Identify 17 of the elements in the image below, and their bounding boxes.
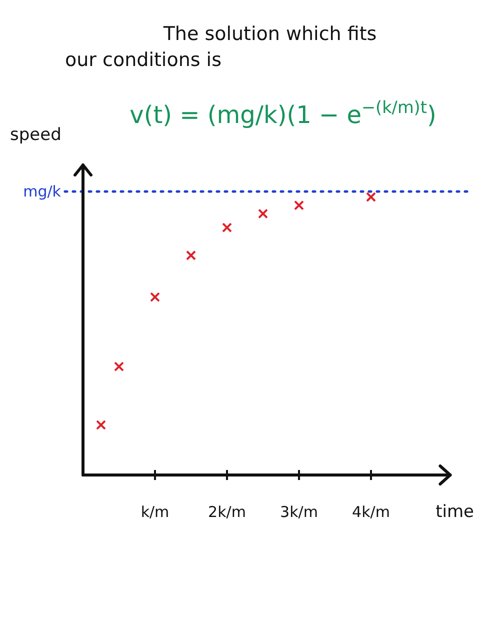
point (222, 222, 232, 233)
ref-line-label: mg/k (23, 182, 62, 200)
x-tick-label: 4k/m (352, 503, 390, 521)
text: v(t) = (mg/k)(1 − e$^{−(k/m)t}$) (130, 97, 436, 129)
point (96, 420, 106, 430)
x-tick-label: 3k/m (280, 503, 318, 521)
chart-title: The solution which fits our conditions is (65, 23, 377, 71)
point (114, 362, 124, 372)
point (186, 250, 196, 260)
point (258, 208, 268, 219)
point (366, 192, 376, 202)
point (294, 200, 304, 210)
x-axis-title: time (436, 502, 474, 522)
x-tick-label: 2k/m (208, 503, 246, 521)
x-tick-label: k/m (140, 503, 170, 521)
point (150, 292, 160, 302)
y-axis-title: speed (10, 125, 62, 145)
